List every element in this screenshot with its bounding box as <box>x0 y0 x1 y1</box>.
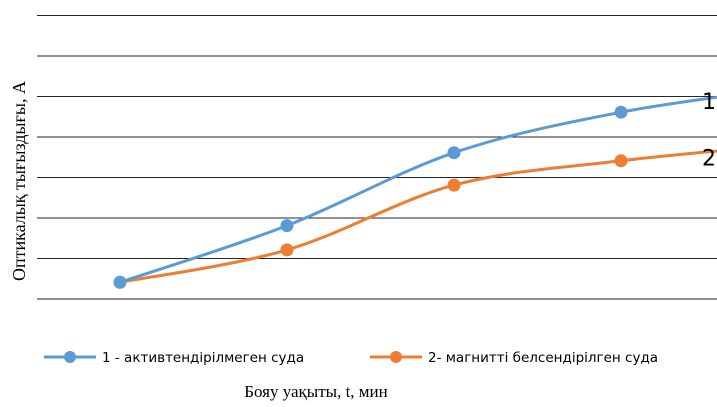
legend: 1 - активтендірілмеген суда 2- магнитті б… <box>44 350 658 366</box>
series-group <box>113 95 717 289</box>
y-axis-label: Оптикалық тығыздығы, А <box>9 81 29 281</box>
data-point-series-2 <box>614 154 628 168</box>
data-point-series-2 <box>447 178 461 192</box>
data-point-series-1 <box>280 219 294 233</box>
series-annotation-2: 2 <box>702 147 716 172</box>
gridlines <box>37 15 717 300</box>
data-point-series-1 <box>447 146 461 160</box>
data-point-series-1 <box>113 275 127 289</box>
series-line-1 <box>118 95 717 284</box>
data-point-series-2 <box>280 243 294 257</box>
data-point-series-1 <box>614 105 628 119</box>
annotations: 21 <box>702 90 716 172</box>
legend-label-1: 1 - активтендірілмеген суда <box>102 350 304 366</box>
legend-label-2: 2- магнитті белсендірілген суда <box>428 350 658 366</box>
x-axis-label: Бояу уақыты, t, мин <box>244 382 388 401</box>
legend-swatch-marker-2 <box>390 351 402 363</box>
series-annotation-1: 1 <box>702 90 716 115</box>
legend-swatch-marker-1 <box>64 351 76 363</box>
